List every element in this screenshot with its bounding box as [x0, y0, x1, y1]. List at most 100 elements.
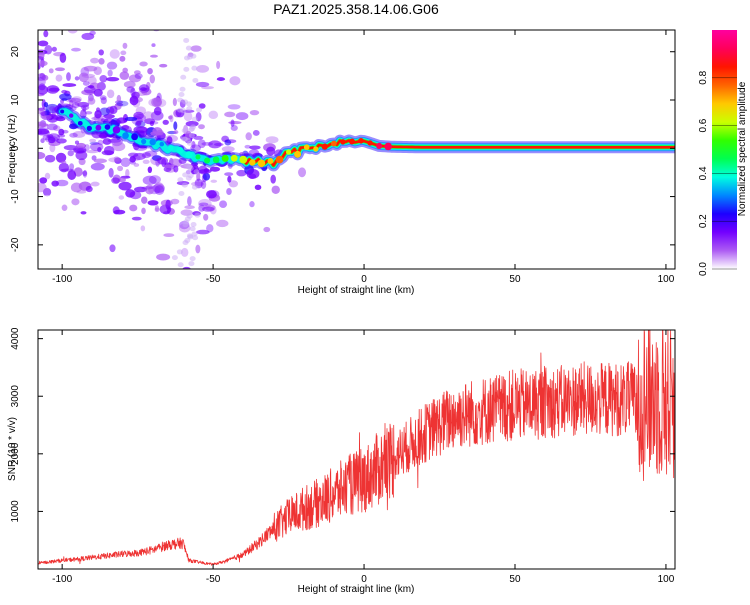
spectrum-blob: [252, 130, 260, 136]
spectrum-blob: [180, 74, 187, 80]
spectrum-blob: [80, 211, 87, 215]
spectrum-peak: [249, 159, 256, 166]
spectrum-blob: [142, 175, 157, 186]
spectrum-blob: [67, 170, 77, 180]
spectrum-peak: [131, 133, 139, 141]
spectrum-blob: [82, 81, 90, 86]
spectrum-blob: [44, 109, 50, 117]
spectrum-peak: [384, 142, 392, 151]
spectrum-blob: [206, 190, 217, 199]
spectrum-blob: [119, 55, 126, 62]
spectrum-blob: [266, 146, 276, 156]
spectrum-blob: [38, 40, 49, 47]
spectrum-blob: [93, 158, 107, 164]
spectrum-blob: [107, 69, 113, 77]
spectrum-blob: [116, 117, 127, 124]
spectrum-blob: [123, 80, 136, 88]
spectrum-blob: [142, 111, 154, 121]
spectrum-blob: [208, 110, 219, 120]
spectrum-blob: [51, 46, 57, 52]
spectrum-blob: [170, 277, 180, 283]
spectrum-blob: [270, 174, 276, 184]
spectrum-blob: [169, 114, 174, 123]
spectrum-blob: [38, 127, 49, 131]
spectrum-blob: [198, 124, 205, 130]
spectrum-blob: [219, 200, 228, 208]
y-tick-label: -10: [10, 189, 21, 204]
spectrum-blob: [43, 30, 49, 38]
spectrum-blob: [154, 185, 165, 195]
spectrum-blob: [192, 77, 199, 83]
spectrum-blob: [120, 157, 131, 167]
spectrogram-y-axis: -20 -10 0 10 20: [10, 46, 675, 252]
spectrum-blob: [298, 167, 307, 178]
spectrum-blob: [151, 43, 156, 47]
spectrum-peak: [86, 125, 92, 131]
spectrum-blob: [223, 308, 237, 316]
spectrum-blob: [193, 169, 200, 175]
spectrum-blob: [38, 73, 46, 81]
colorbar-tick-label: 0.0: [698, 262, 709, 276]
spectrogram-x-axis: -100 -50 0 50 100: [52, 30, 675, 285]
spectrum-blob: [229, 76, 241, 86]
spectrum-blob: [109, 244, 116, 253]
spectrum-blob: [224, 172, 234, 177]
spectrum-blob: [83, 65, 98, 72]
spectrum-blob: [181, 128, 188, 134]
spectrum-blob: [42, 187, 52, 197]
spectrum-blob: [182, 219, 189, 225]
spectrum-blob: [44, 154, 56, 163]
spectrum-peak: [230, 154, 238, 162]
spectrum-blob: [71, 102, 80, 109]
spectrum-blob: [134, 186, 148, 193]
spectrum-blob: [121, 124, 130, 131]
spectrum-blob: [185, 45, 192, 51]
spectrum-blob: [196, 229, 210, 235]
spectrum-peak: [122, 132, 129, 139]
spectrum-blob: [179, 86, 186, 92]
spectrum-blob: [166, 136, 173, 145]
spectrum-blob: [136, 91, 147, 97]
spectrum-blob: [189, 226, 196, 232]
spectrum-blob: [141, 196, 148, 204]
spectrum-blob: [140, 225, 146, 232]
x-tick-label: 50: [509, 574, 521, 585]
spectrum-blob: [173, 165, 179, 173]
spectrum-blob: [40, 138, 45, 144]
spectrum-blob: [101, 21, 106, 25]
spectrum-blob: [202, 206, 215, 212]
spectrum-blob: [38, 83, 46, 91]
spectrum-blob: [41, 74, 49, 81]
spectrum-blob: [55, 152, 67, 163]
spectrum-blob: [198, 103, 206, 109]
spectrum-blob: [101, 150, 115, 156]
spectrum-blob: [62, 83, 77, 87]
spectrum-peak: [149, 138, 156, 146]
spectrum-blob: [178, 157, 187, 165]
colorbar-tick-label: 0.2: [698, 214, 709, 228]
spectrum-blob: [187, 234, 194, 240]
spectrum-blob: [182, 240, 189, 246]
spectrum-blob: [67, 150, 74, 157]
spectrum-blob: [249, 110, 260, 116]
y-tick-label: 4000: [10, 327, 21, 350]
spectrum-blob: [99, 75, 108, 83]
spectrum-blob: [228, 121, 242, 125]
spectrum-blob: [129, 204, 138, 212]
x-tick-label: -50: [206, 274, 221, 285]
spectrum-blob: [86, 149, 99, 154]
snr-plot-area: [38, 330, 675, 569]
spectrum-blob: [168, 158, 182, 168]
spectrogram-ridge: [56, 105, 675, 172]
spectrum-peak: [330, 140, 337, 147]
spectrum-blob: [84, 111, 93, 115]
spectrum-peak: [358, 137, 364, 144]
spectrum-blob: [38, 60, 48, 67]
spectrum-blob: [38, 123, 49, 127]
spectrum-blob: [195, 244, 201, 254]
x-tick-label: 0: [361, 574, 367, 585]
spectrum-blob: [128, 74, 142, 83]
spectrum-blob: [168, 115, 173, 120]
spectrum-blob: [235, 112, 249, 121]
spectrum-blob: [246, 168, 260, 179]
